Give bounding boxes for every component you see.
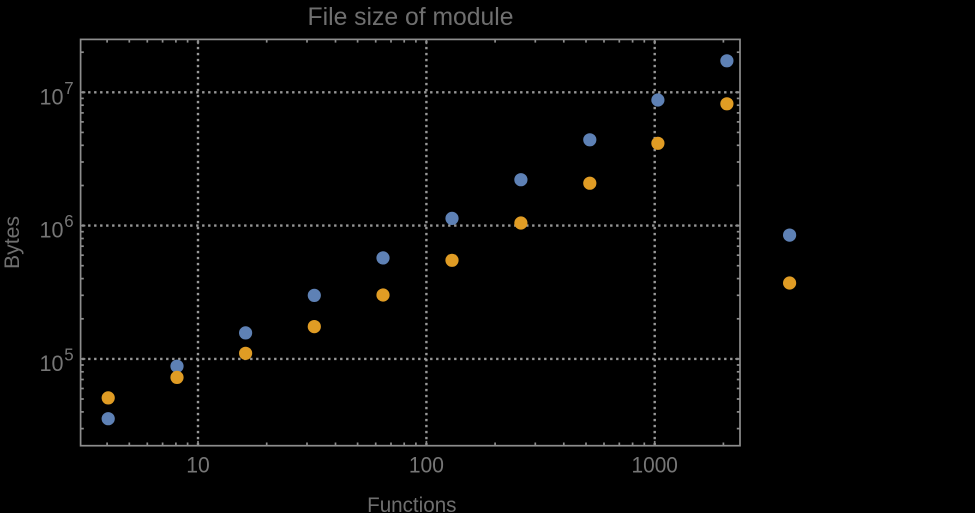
svg-text:7: 7 bbox=[64, 78, 73, 98]
svg-text:File size of module: File size of module bbox=[308, 3, 514, 31]
svg-text:10: 10 bbox=[40, 218, 64, 243]
svg-text:1000: 1000 bbox=[632, 452, 678, 477]
svg-text:10: 10 bbox=[186, 452, 210, 477]
svg-text:100: 100 bbox=[409, 452, 444, 477]
svg-text:10: 10 bbox=[40, 351, 64, 376]
svg-text:10: 10 bbox=[40, 84, 64, 109]
svg-text:6: 6 bbox=[64, 211, 73, 231]
svg-text:Functions: Functions bbox=[367, 493, 456, 513]
svg-text:5: 5 bbox=[64, 345, 73, 365]
svg-text:Bytes: Bytes bbox=[0, 216, 24, 269]
